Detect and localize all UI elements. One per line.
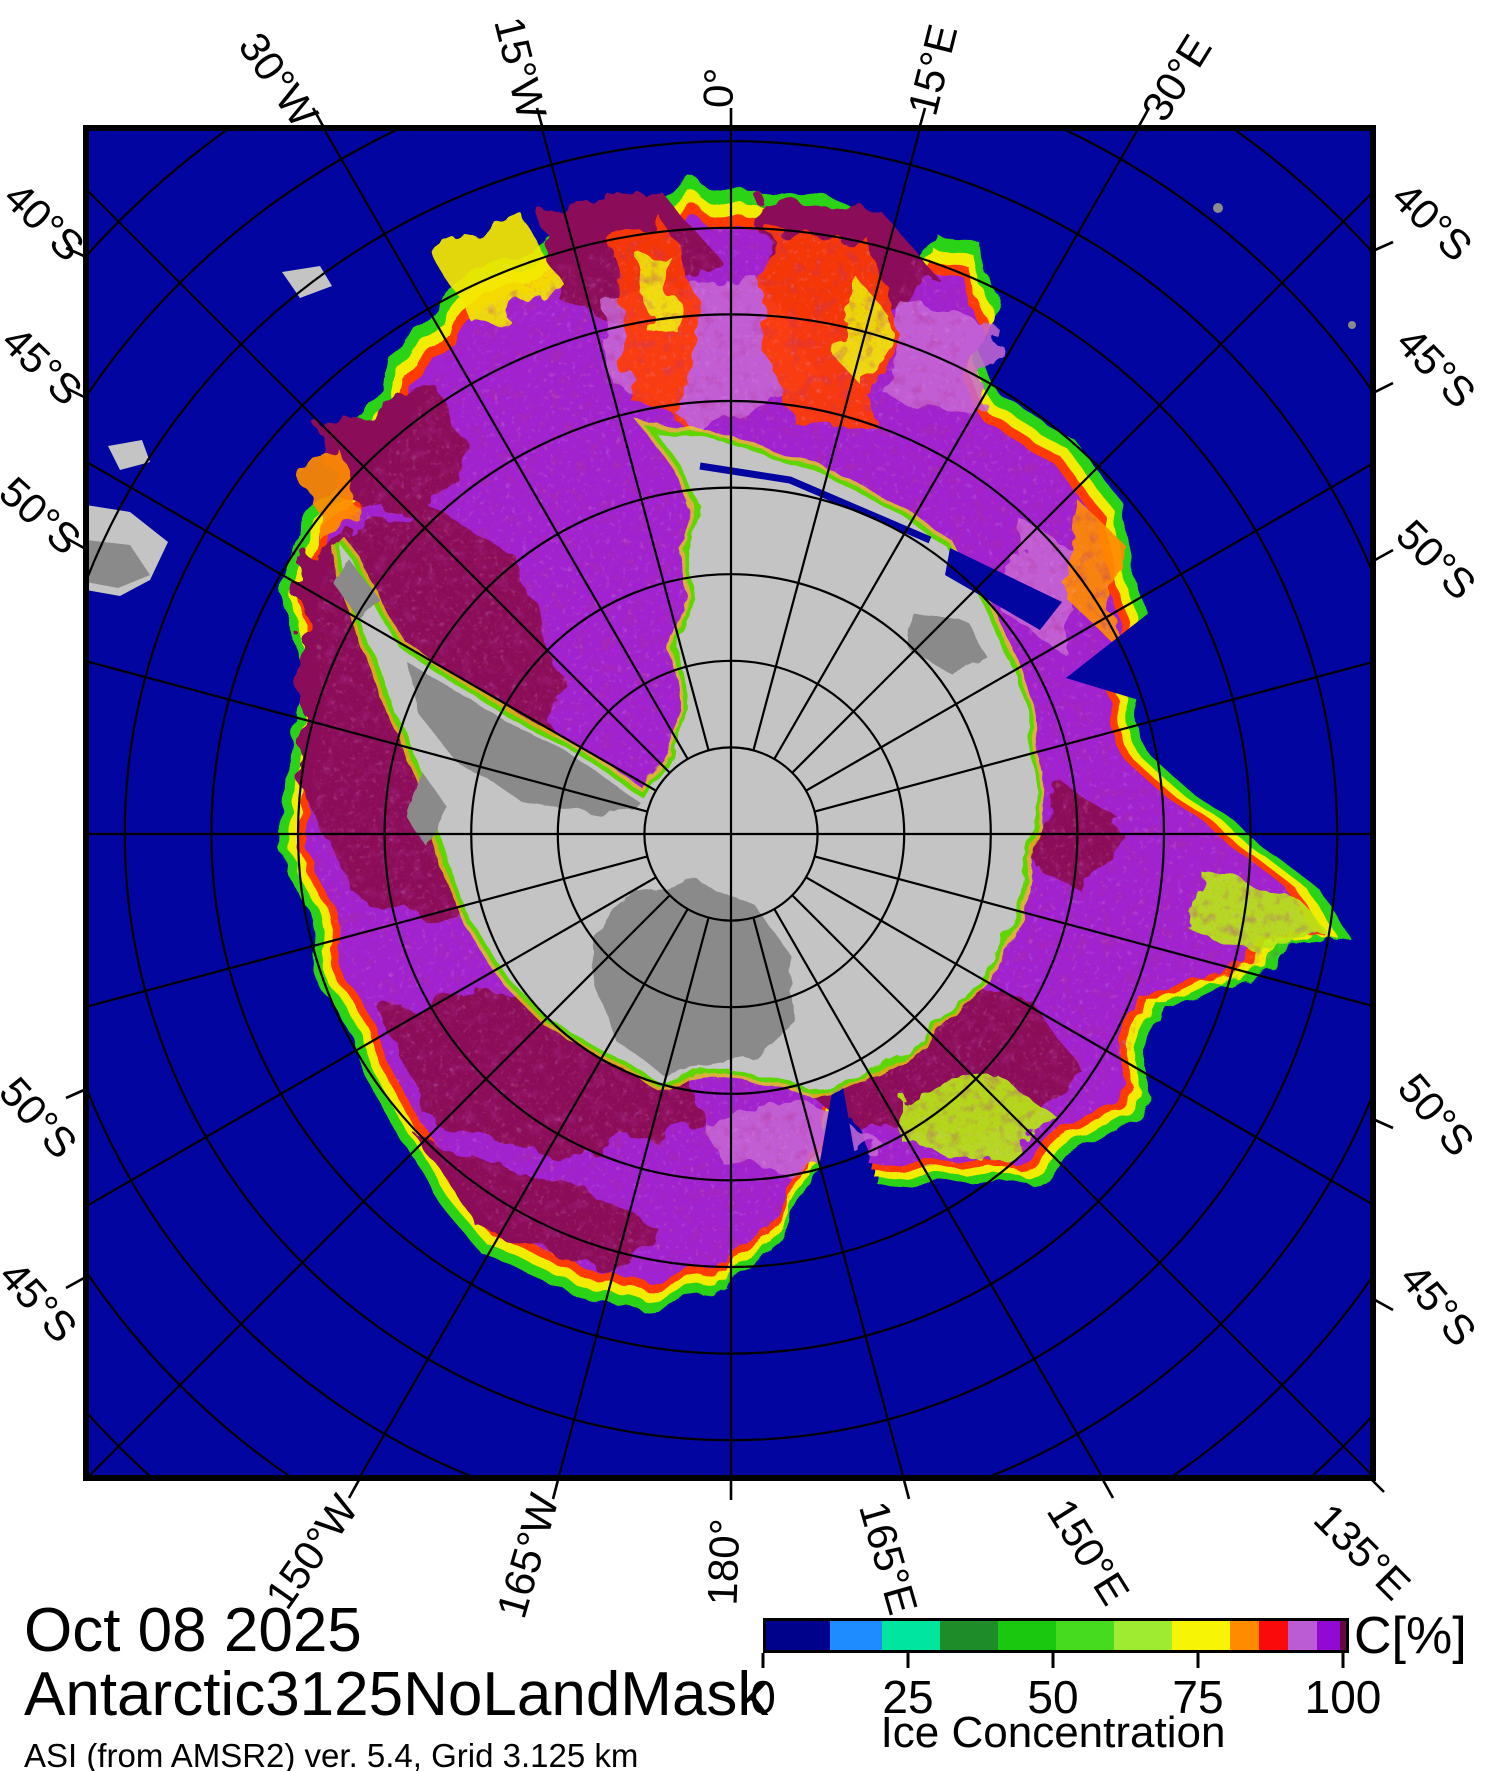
product-label: Antarctic3125NoLandMask (24, 1660, 769, 1729)
lon-label: 0° (694, 67, 743, 109)
amery-ice-shelf (910, 612, 985, 672)
ronne-ice-shelf (405, 660, 636, 815)
colorbar-tick-label: 100 (1304, 1671, 1382, 1723)
open-water-wedges (808, 612, 1155, 1230)
island-speck-2 (1348, 321, 1356, 329)
date-label: Oct 08 2025 (24, 1596, 362, 1665)
colorbar (763, 1618, 1349, 1653)
islands (86, 203, 1356, 596)
colorbar-tick-label: 50 (1027, 1671, 1079, 1723)
colorbar-tick-label: 25 (882, 1671, 934, 1723)
axis-ticks (65, 107, 1394, 1500)
colorbar-tick-label: 75 (1172, 1671, 1224, 1723)
colorbar-title: C[%] (1354, 1607, 1467, 1665)
island-small-2 (282, 266, 332, 298)
colorbar-ticks: 0 25 50 75 100 (750, 1653, 1381, 1723)
colorbar-tick-label: 0 (750, 1671, 776, 1723)
island-speck-1 (1213, 203, 1223, 213)
island-small-1 (108, 440, 150, 470)
lon-label: 180° (698, 1517, 749, 1607)
map-border (83, 125, 1376, 1481)
colorbar-axis-label: Ice Concentration (880, 1708, 1226, 1757)
source-label: ASI (from AMSR2) ver. 5.4, Grid 3.125 km (24, 1737, 639, 1771)
